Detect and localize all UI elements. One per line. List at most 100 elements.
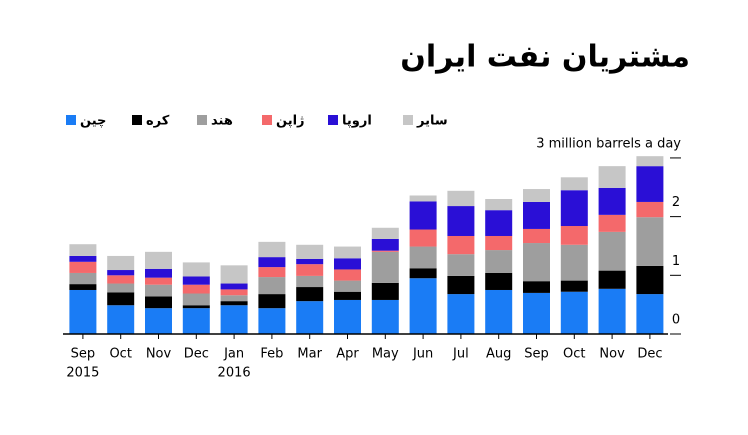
bar-segment (447, 235, 475, 255)
bar-segment (523, 292, 550, 334)
bar-segment (560, 280, 588, 292)
bar-segment (107, 270, 135, 276)
bar-segment (409, 201, 437, 230)
bar-segment (409, 195, 437, 202)
bar-segment (107, 255, 135, 271)
legend-label: اروپا (342, 114, 372, 129)
bar-segment (636, 166, 664, 202)
bar-segment (485, 235, 513, 251)
legend-label: کره (146, 114, 170, 129)
bar-segment (409, 246, 437, 269)
x-tick-label: May (372, 347, 399, 362)
y-tick-label: 2 (672, 195, 680, 210)
bar-segment (409, 278, 437, 334)
bar-segment (447, 294, 475, 334)
x-tick-label: Oct (109, 347, 131, 362)
bar-segment (598, 270, 626, 289)
bar-segment (296, 275, 324, 288)
bar-segment (598, 214, 626, 232)
bar-segment (485, 289, 513, 334)
bar-segment (485, 199, 513, 211)
x-tick-label: Jan (223, 347, 244, 362)
bar-segment (296, 264, 324, 276)
bar-segment (334, 291, 361, 300)
bar-segment (107, 275, 135, 284)
x-tick-sublabel: 2015 (66, 366, 99, 381)
bar-segment (258, 277, 286, 295)
bar-segment (598, 288, 626, 334)
bar-segment (523, 201, 550, 229)
bar-segment (296, 258, 324, 265)
bar-segment (69, 284, 97, 290)
bar-segment (258, 267, 286, 278)
x-tick-label: Aug (486, 347, 511, 362)
bar-segment (145, 284, 172, 297)
bar-segment (523, 189, 550, 202)
bar-segment (182, 276, 210, 285)
x-tick-label: Oct (563, 347, 585, 362)
bar-segment (220, 289, 248, 296)
bar-segment (334, 280, 361, 292)
bar-segment (560, 291, 588, 334)
bar-segment (220, 305, 248, 334)
bar-segment (485, 250, 513, 273)
legend-swatch (403, 115, 413, 125)
bar-segment (69, 272, 97, 285)
bar-segment (485, 210, 513, 236)
x-tick-label: Sep (524, 347, 549, 362)
bar-segment (107, 292, 135, 306)
x-tick-label: Jun (412, 347, 433, 362)
x-tick-label: Apr (336, 347, 359, 362)
bar-segment (296, 301, 324, 334)
bar-segment (334, 269, 361, 281)
bar-segment (334, 299, 361, 334)
bar-segment (220, 295, 248, 302)
bar-segment (69, 261, 97, 273)
bar-segment (371, 250, 399, 252)
x-tick-sublabel: 2016 (218, 366, 251, 381)
bar-segment (145, 296, 172, 309)
bar-segment (145, 251, 172, 269)
legend-label: چین (80, 114, 106, 129)
legend-label: هند (211, 114, 233, 129)
bar-segment (598, 166, 626, 188)
x-tick-label: Dec (184, 347, 209, 362)
bar-segment (145, 277, 172, 285)
bar-segment (636, 156, 664, 167)
legend-label: ژاپن (276, 114, 305, 129)
y-tick-label: 1 (672, 254, 680, 269)
bar-segment (636, 294, 664, 334)
bar-segment (371, 282, 399, 300)
x-tick-label: Dec (637, 347, 662, 362)
bar-segment (69, 255, 97, 262)
bar-segment (182, 308, 210, 334)
bar-segment (636, 265, 664, 295)
bar-segment (334, 258, 361, 270)
bar-segment (145, 308, 172, 334)
bar-segment (145, 268, 172, 278)
legend-swatch (262, 115, 272, 125)
bar-segment (334, 246, 361, 259)
bar-segment (107, 305, 135, 334)
bar-segment (598, 231, 626, 271)
bar-segment (182, 284, 210, 294)
bar-segment (447, 254, 475, 276)
bar-segment (409, 268, 437, 279)
bar-segment (447, 206, 475, 236)
legend-swatch (132, 115, 142, 125)
bar-segment (560, 177, 588, 191)
bar-segment (447, 190, 475, 207)
bar-segment (371, 299, 399, 334)
legend-label: سایر (416, 114, 448, 129)
bar-segment (220, 265, 248, 284)
bar-segment (182, 305, 210, 309)
bar-segment (296, 287, 324, 302)
bar-segment (258, 257, 286, 268)
bar-segment (182, 262, 210, 277)
y-tick-label: 0 (672, 313, 680, 328)
bar-segment (485, 272, 513, 290)
x-tick-label: Mar (297, 347, 322, 362)
chart-title: مشتریان نفت ایران (400, 40, 690, 75)
bar-segment (523, 243, 550, 282)
